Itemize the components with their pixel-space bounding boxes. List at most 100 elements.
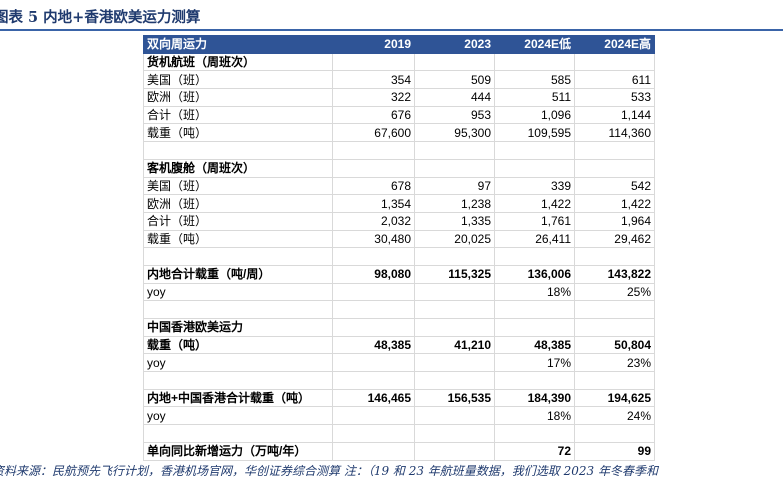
row-value: 1,096	[494, 105, 575, 125]
row-value: 1,422	[574, 194, 655, 213]
row-value	[494, 141, 575, 160]
row-value: 136,006	[494, 264, 575, 284]
header-col-2024e-low: 2024E低	[494, 35, 575, 54]
row-value: 48,385	[332, 335, 415, 355]
row-value: 109,595	[494, 123, 575, 143]
header-col-2024e-high: 2024E高	[574, 35, 655, 54]
row-value: 585	[494, 70, 575, 90]
row-value	[414, 52, 495, 72]
row-value: 18%	[494, 282, 575, 302]
row-value: 511	[494, 88, 575, 107]
row-label: 合计（班）	[143, 211, 333, 231]
row-value	[332, 318, 415, 337]
row-label: 内地+中国香港合计载重（吨）	[143, 388, 333, 408]
row-value: 24%	[574, 406, 655, 426]
table-row	[143, 371, 655, 390]
row-value: 339	[494, 176, 575, 196]
row-value: 676	[332, 105, 415, 125]
row-value: 509	[414, 70, 495, 90]
row-value: 156,535	[414, 388, 495, 408]
table-row: 载重（吨） 67,600 95,300 109,595 114,360	[143, 123, 655, 143]
row-value	[332, 247, 415, 266]
row-value: 1,144	[574, 105, 655, 125]
row-value: 23%	[574, 353, 655, 373]
table-row	[143, 424, 655, 443]
table-body: 货机航班（周班次） 美国（班） 354 509 585 611 欧洲（班） 322 444 511…	[143, 52, 655, 461]
row-value	[414, 441, 495, 461]
row-label: yoy	[143, 353, 333, 373]
figure-title: 图表 5 内地+香港欧美运力测算	[0, 9, 201, 26]
row-value	[414, 424, 495, 443]
capacity-table: 双向周运力 2019 2023 2024E低 2024E高 货机航班（周班次）美…	[143, 35, 655, 461]
row-value: 1,964	[574, 211, 655, 231]
row-value	[332, 52, 415, 72]
row-value	[332, 371, 415, 390]
row-value	[574, 247, 655, 266]
table-row: 货机航班（周班次）	[143, 52, 655, 72]
row-value: 30,480	[332, 229, 415, 249]
row-value: 26,411	[494, 229, 575, 249]
row-value: 678	[332, 176, 415, 196]
row-value: 1,238	[414, 194, 495, 213]
row-value: 41,210	[414, 335, 495, 355]
row-label: yoy	[143, 406, 333, 426]
row-value: 354	[332, 70, 415, 90]
row-value	[494, 318, 575, 337]
table-row: yoy 18% 24%	[143, 406, 655, 426]
row-label: yoy	[143, 282, 333, 302]
header-col-2019: 2019	[332, 35, 415, 54]
row-value: 194,625	[574, 388, 655, 408]
title-divider	[0, 29, 783, 31]
row-value	[574, 424, 655, 443]
row-value	[494, 52, 575, 72]
row-value	[332, 441, 415, 461]
row-value: 72	[494, 441, 575, 461]
row-value	[414, 282, 495, 302]
row-value	[332, 424, 415, 443]
row-value	[414, 247, 495, 266]
row-value: 48,385	[494, 335, 575, 355]
row-value	[414, 318, 495, 337]
row-value: 95,300	[414, 123, 495, 143]
row-value	[494, 247, 575, 266]
row-value: 1,335	[414, 211, 495, 231]
row-value: 114,360	[574, 123, 655, 143]
row-label	[143, 141, 333, 160]
row-value	[414, 371, 495, 390]
row-value	[414, 300, 495, 319]
row-value: 953	[414, 105, 495, 125]
row-value: 20,025	[414, 229, 495, 249]
row-label	[143, 371, 333, 390]
row-label: 美国（班）	[143, 70, 333, 90]
row-value: 98,080	[332, 264, 415, 284]
row-value: 97	[414, 176, 495, 196]
table-row: 载重（吨） 30,480 20,025 26,411 29,462	[143, 229, 655, 249]
table-row: 欧洲（班） 322 444 511 533	[143, 88, 655, 107]
table-row: 合计（班） 676 953 1,096 1,144	[143, 105, 655, 125]
row-value: 444	[414, 88, 495, 107]
table-row	[143, 247, 655, 266]
table-row: 客机腹舱（周班次）	[143, 158, 655, 178]
row-value	[414, 406, 495, 426]
row-value	[494, 371, 575, 390]
row-label: 中国香港欧美运力	[143, 318, 333, 337]
row-label: 载重（吨）	[143, 123, 333, 143]
row-value	[494, 158, 575, 178]
row-value: 50,804	[574, 335, 655, 355]
row-value	[414, 141, 495, 160]
row-value	[574, 141, 655, 160]
table-row: 欧洲（班） 1,354 1,238 1,422 1,422	[143, 194, 655, 213]
table-row	[143, 300, 655, 319]
table-row	[143, 141, 655, 160]
row-value	[574, 158, 655, 178]
table-header-row: 双向周运力 2019 2023 2024E低 2024E高	[143, 35, 655, 54]
row-value: 67,600	[332, 123, 415, 143]
table-row: 内地合计载重（吨/周） 98,080 115,325 136,006 143,822	[143, 264, 655, 284]
row-value: 143,822	[574, 264, 655, 284]
table-row: yoy 17% 23%	[143, 353, 655, 373]
row-value	[574, 318, 655, 337]
row-value: 146,465	[332, 388, 415, 408]
row-value	[332, 282, 415, 302]
table-row: 美国（班） 678 97 339 542	[143, 176, 655, 196]
row-value	[332, 406, 415, 426]
